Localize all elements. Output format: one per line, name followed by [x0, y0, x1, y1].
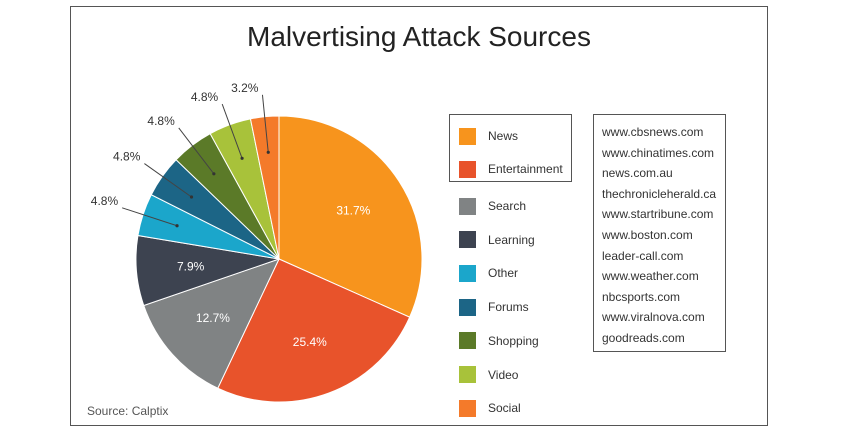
- domain-item: www.boston.com: [602, 227, 693, 242]
- domain-list: www.cbsnews.com www.chinatimes.com news.co…: [593, 114, 726, 352]
- leader-dot-forums: [189, 195, 194, 199]
- legend-label: Entertainment: [488, 162, 563, 176]
- leader-line-other: [121, 207, 178, 227]
- legend-swatch: [459, 264, 476, 282]
- legend-label: Shopping: [488, 333, 539, 348]
- legend-swatch: [459, 160, 476, 178]
- leader-dot-shopping: [212, 172, 216, 176]
- legend-item-entertainment: Entertainment: [449, 157, 563, 181]
- legend-swatch: [459, 231, 476, 249]
- legend-item-learning: Learning: [449, 228, 535, 252]
- domain-item: www.weather.com: [602, 269, 699, 284]
- leader-dot-other: [175, 224, 179, 228]
- domain-item: thechronicleherald.ca: [602, 186, 717, 201]
- domain-item: www.startribune.com: [602, 207, 714, 222]
- domain-item: leader-call.com: [602, 248, 684, 263]
- legend-swatch: [459, 127, 476, 145]
- leader-dot-video: [240, 156, 244, 160]
- legend-highlight-box: [449, 114, 572, 182]
- leader-line-forums: [144, 163, 192, 198]
- legend-label: News: [488, 129, 519, 143]
- pie-slice-search: [143, 258, 280, 389]
- chart-frame: Malvertising Attack Sources 31.7% 25.4% 12…: [70, 6, 768, 426]
- pie-chart: 31.7% 25.4% 12.7% 7.9% 4.8% 4.8% 4.8% 4.8% 3.2%: [91, 81, 423, 403]
- legend-label: Learning: [488, 232, 535, 247]
- domain-item: nbcsports.com: [602, 289, 681, 304]
- legend-item-video: Video: [449, 363, 518, 387]
- legend-swatch: [459, 197, 476, 215]
- legend-item-forums: Forums: [449, 295, 529, 319]
- domain-item: goodreads.com: [602, 330, 685, 345]
- legend-label: Other: [488, 266, 519, 281]
- legend-item-other: Other: [449, 261, 518, 285]
- legend-item-news: News: [449, 124, 518, 148]
- legend-swatch: [459, 332, 476, 350]
- pie-slice-entertainment: [217, 258, 411, 403]
- domain-item: www.chinatimes.com: [602, 145, 715, 160]
- data-label-other: 4.8%: [91, 194, 119, 208]
- source-note: Source: Calptix: [87, 404, 169, 418]
- legend-label: Video: [488, 367, 519, 382]
- data-label-learning: 7.9%: [177, 259, 205, 273]
- domain-item: www.cbsnews.com: [602, 125, 704, 139]
- data-label-news: 31.7%: [336, 204, 370, 218]
- data-label-video: 4.8%: [191, 90, 219, 104]
- data-label-entertainment: 25.4%: [293, 335, 327, 349]
- legend-item-shopping: Shopping: [449, 329, 539, 353]
- domain-item: www.viralnova.com: [602, 310, 705, 325]
- domain-item: news.com.au: [602, 166, 673, 181]
- leader-line-video: [221, 103, 243, 159]
- data-label-social: 3.2%: [231, 81, 259, 95]
- data-label-search: 12.7%: [196, 311, 230, 325]
- legend-label: Forums: [488, 300, 529, 315]
- legend-label: Social: [488, 401, 521, 416]
- legend-label: Search: [488, 199, 527, 213]
- leader-line-shopping: [178, 127, 215, 175]
- legend-item-social: Social: [449, 396, 521, 420]
- legend-item-search: Search: [449, 194, 526, 218]
- legend-swatch: [459, 399, 476, 417]
- chart-title: Malvertising Attack Sources: [247, 21, 591, 52]
- legend-swatch: [459, 366, 476, 383]
- leader-dot-social: [266, 150, 270, 154]
- data-label-shopping: 4.8%: [147, 114, 175, 128]
- data-label-forums: 4.8%: [113, 150, 141, 164]
- leader-line-social: [261, 94, 269, 153]
- pie-slice-news: [278, 115, 423, 318]
- legend-swatch: [459, 298, 476, 316]
